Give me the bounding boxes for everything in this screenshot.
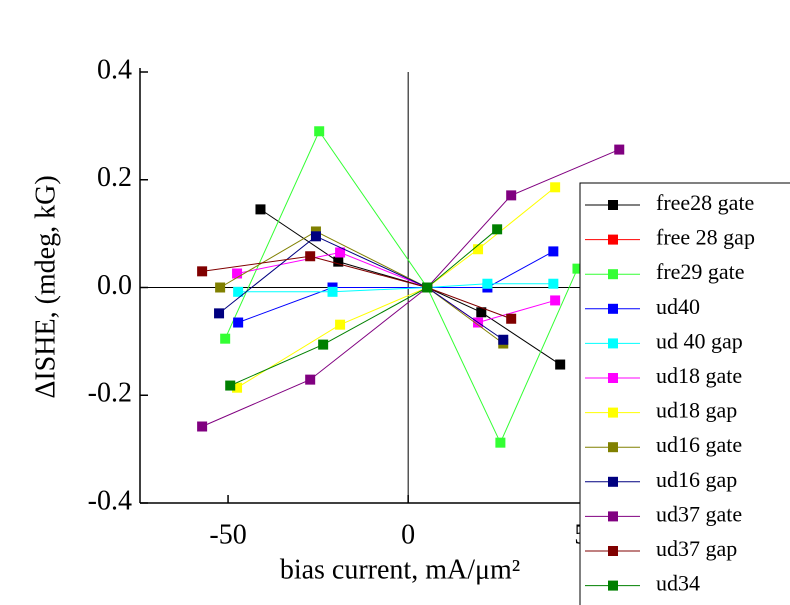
legend-label: ud40: [656, 294, 700, 319]
legend-marker: [608, 269, 618, 280]
data-point: [197, 421, 208, 432]
x-tick-label: -50: [209, 519, 246, 550]
legend-label: ud 40 gap: [656, 328, 743, 353]
y-axis-label: ΔISHE, (mdeg, kG): [30, 175, 61, 398]
data-point: [225, 380, 236, 391]
data-point: [220, 333, 231, 344]
data-point: [482, 278, 493, 289]
data-point: [550, 182, 561, 193]
y-tick-label: -0.2: [88, 378, 132, 409]
legend-label: ud16 gap: [656, 467, 737, 492]
y-tick-label: 0.4: [97, 54, 132, 85]
legend-label: fre29 gate: [656, 259, 745, 284]
legend-marker: [608, 511, 618, 522]
data-point: [473, 244, 484, 255]
x-axis-label: bias current, mA/μm²: [280, 554, 520, 585]
series-line: [224, 130, 578, 444]
legend-box: [579, 182, 790, 605]
data-point: [555, 359, 566, 370]
data-point: [214, 308, 225, 319]
data-point: [233, 317, 244, 328]
data-point: [233, 286, 244, 297]
legend-marker: [608, 580, 618, 591]
data-point: [572, 263, 583, 274]
data-point: [550, 295, 561, 306]
data-point: [255, 204, 266, 215]
data-point: [310, 231, 321, 242]
data-point: [335, 247, 346, 258]
data-point: [548, 246, 559, 257]
data-point: [327, 286, 338, 297]
series-line: [219, 230, 504, 344]
legend-marker: [608, 373, 618, 383]
legend-label: free 28 gap: [656, 225, 755, 250]
legend-label: ud16 gate: [656, 432, 742, 457]
data-point: [318, 339, 329, 350]
data-point: [495, 437, 506, 448]
data-point: [498, 334, 509, 345]
legend-marker: [608, 200, 618, 210]
data-point: [305, 251, 316, 262]
data-point: [476, 307, 487, 318]
y-tick-label: 0.0: [97, 270, 132, 301]
legend-label: ud18 gate: [656, 363, 742, 388]
data-point: [215, 282, 226, 293]
series-line: [230, 228, 498, 387]
data-point: [305, 374, 316, 385]
data-point: [314, 126, 325, 137]
series-line: [260, 208, 561, 365]
legend-label: free28 gate: [656, 190, 754, 215]
legend-marker: [608, 442, 618, 453]
data-point: [492, 224, 503, 235]
legend-marker: [608, 476, 618, 487]
legend-marker: [608, 546, 618, 556]
data-point: [614, 144, 625, 155]
legend-label: ud37 gap: [656, 536, 737, 561]
legend-label: ud37 gate: [656, 501, 742, 526]
series-line: [218, 235, 504, 341]
data-point: [422, 282, 433, 293]
y-tick-label: -0.4: [88, 485, 132, 516]
data-point: [506, 313, 517, 324]
data-point: [506, 190, 517, 201]
data-point: [333, 256, 344, 267]
legend-marker: [608, 338, 618, 349]
legend-label: ud34: [656, 571, 700, 596]
legend-label: ud18 gap: [656, 398, 737, 423]
legend-marker: [608, 303, 618, 314]
x-tick-label: 0: [401, 519, 415, 550]
data-point: [197, 266, 208, 277]
legend-marker: [608, 407, 618, 418]
data-point: [335, 319, 346, 330]
data-point: [232, 268, 243, 279]
legend-marker: [608, 234, 618, 245]
y-tick-label: 0.2: [97, 162, 132, 193]
series-line: [202, 255, 512, 320]
data-point: [548, 278, 559, 289]
data-point: [232, 382, 243, 393]
